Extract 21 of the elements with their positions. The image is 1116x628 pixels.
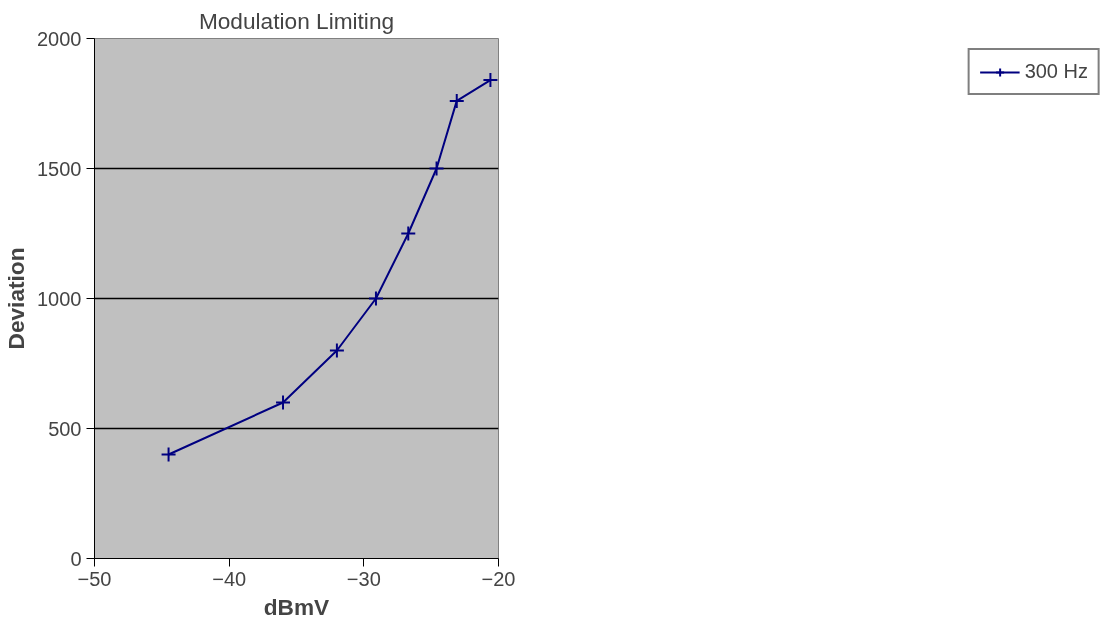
legend-label: 300 Hz	[1024, 60, 1088, 83]
point	[160, 446, 177, 463]
point	[428, 160, 445, 177]
point	[482, 72, 499, 89]
point	[400, 225, 417, 242]
x-tick-label: −40	[212, 567, 247, 590]
y-tick-label: 0	[70, 547, 82, 570]
x-tick-label: −20	[481, 567, 516, 590]
y-axis-title: Deviation	[3, 247, 30, 350]
chart-title: Modulation Limiting	[198, 7, 395, 34]
y-tick-label: 2000	[37, 27, 82, 50]
point	[328, 342, 345, 359]
point	[367, 290, 384, 307]
y-tick-label: 500	[48, 417, 82, 440]
x-axis-title: dBmV	[263, 593, 330, 620]
x-tick-label: −30	[346, 567, 381, 590]
point	[275, 394, 292, 411]
y-tick-label: 1500	[37, 157, 82, 180]
point	[448, 92, 465, 109]
y-tick-label: 1000	[37, 287, 82, 310]
x-tick-label: −50	[77, 567, 112, 590]
